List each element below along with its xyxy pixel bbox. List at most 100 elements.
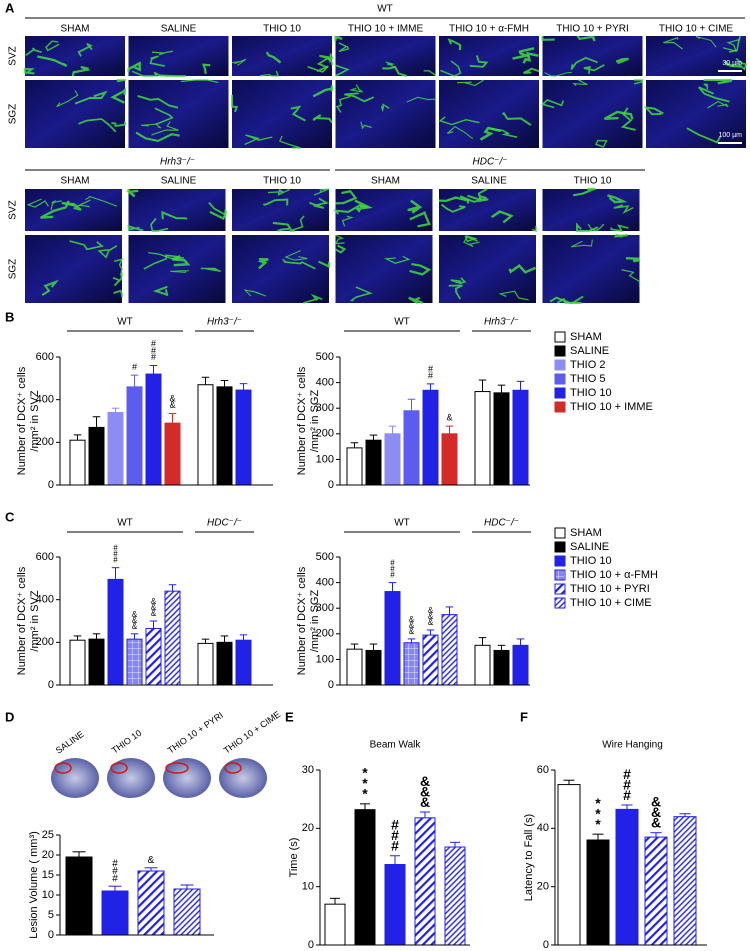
cell-process — [595, 139, 608, 148]
cell-process — [334, 35, 343, 42]
group-label: Hrh3⁻/⁻ — [484, 317, 519, 328]
cell-process — [463, 237, 480, 248]
legend-label: THIO 10 + α-FMH — [570, 569, 658, 581]
cell-process — [607, 194, 628, 204]
bar — [403, 410, 420, 486]
cell-process — [477, 188, 488, 201]
cell-process — [111, 121, 126, 128]
cell-process — [131, 70, 162, 77]
y-tick-label: 100 — [316, 653, 334, 665]
significance-mark: # # — [428, 364, 433, 381]
significance-mark: * * * — [362, 764, 368, 801]
cell-process — [137, 95, 179, 109]
micrograph — [542, 235, 640, 303]
legend-swatch — [554, 597, 566, 609]
cell-process — [257, 257, 269, 270]
y-tick-label: 400 — [316, 377, 334, 389]
cell-process — [37, 55, 68, 67]
cell-process — [450, 277, 467, 285]
legend-swatch — [554, 345, 566, 357]
cell-process — [722, 38, 741, 53]
cell-process — [335, 64, 350, 77]
cell-process — [469, 55, 489, 68]
cell-process — [587, 223, 605, 232]
column-label: THIO 10 + PYRI — [556, 24, 629, 35]
cell-process — [40, 200, 70, 219]
cell-process — [231, 94, 239, 113]
cell-process — [541, 36, 555, 41]
cell-process — [613, 233, 628, 238]
image-label: THIO 10 + PYRI — [166, 710, 225, 756]
cell-process — [267, 188, 290, 196]
cell-process — [621, 269, 641, 287]
cell-process — [307, 65, 329, 73]
y-tick-label: 300 — [316, 602, 334, 614]
cell-process — [113, 258, 124, 276]
y-tick-label: 10 — [42, 889, 54, 901]
legend-swatch — [554, 583, 566, 595]
cell-process — [464, 235, 478, 243]
y-tick-label: 500 — [316, 351, 334, 363]
y-tick-label: 0 — [48, 679, 54, 691]
bar — [365, 439, 382, 486]
bar — [403, 642, 420, 686]
brain-section — [107, 758, 155, 798]
panel-label: C — [5, 509, 15, 524]
cell-process — [643, 106, 664, 116]
legend-swatch — [554, 373, 566, 385]
cell-process — [116, 78, 126, 83]
cell-process — [380, 103, 390, 113]
cell-process — [407, 199, 423, 214]
significance-mark: & — [148, 855, 155, 866]
bar — [441, 614, 458, 686]
significance-mark: & & — [169, 394, 175, 411]
significance-mark: # # # — [113, 544, 118, 565]
bar — [586, 839, 610, 946]
cell-process — [491, 210, 514, 224]
y-tick-label: 200 — [316, 428, 334, 440]
cell-process — [570, 239, 593, 248]
cell-process — [312, 114, 333, 124]
cell-process — [522, 51, 539, 64]
cell-process — [284, 250, 308, 261]
y-tick-label: 15 — [42, 869, 54, 881]
significance-mark: # # # — [390, 559, 395, 580]
column-label: SHAM — [61, 176, 90, 187]
y-tick-label: 20 — [537, 881, 549, 893]
bar — [65, 856, 93, 936]
micrograph — [439, 80, 539, 148]
y-tick-label: 60 — [537, 764, 549, 776]
cell-process — [112, 272, 123, 287]
y-tick-label: 200 — [36, 636, 54, 648]
cell-process — [151, 121, 179, 136]
cell-process — [409, 262, 432, 276]
legend-label: THIO 5 — [570, 373, 605, 385]
y-tick-label: 20 — [302, 822, 314, 834]
cell-process — [703, 78, 733, 85]
cell-process — [319, 53, 334, 64]
bar — [69, 639, 86, 686]
cell-process — [344, 92, 375, 103]
column-label: SHAM — [371, 176, 400, 187]
y-axis-label: /mm² in SGZ — [309, 590, 321, 653]
cell-process — [127, 61, 141, 72]
cell-process — [200, 267, 221, 272]
y-tick-label: 25 — [42, 829, 54, 841]
lesion-outline — [110, 762, 128, 774]
cell-process — [23, 67, 35, 75]
cell-process — [149, 55, 165, 67]
cell-process — [150, 217, 169, 232]
cell-process — [313, 188, 330, 196]
y-axis-label: /mm² in SVZ — [29, 590, 41, 651]
legend-label: SHAM — [570, 331, 602, 343]
bar — [422, 389, 439, 486]
cell-process — [572, 187, 597, 197]
cell-process — [625, 257, 640, 263]
cell-process — [695, 35, 717, 48]
cell-process — [724, 60, 742, 68]
bar — [384, 591, 401, 686]
legend-label: THIO 10 + IMME — [570, 401, 653, 413]
legend-label: THIO 10 + PYRI — [570, 583, 650, 595]
significance-mark: & & & — [428, 606, 434, 627]
